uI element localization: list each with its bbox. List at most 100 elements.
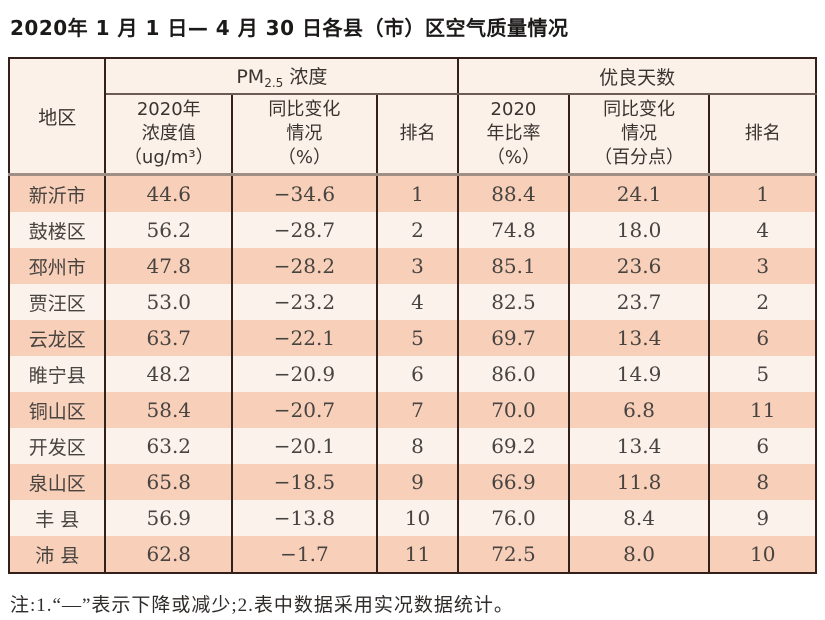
- pm-change-cell: −20.1: [231, 428, 378, 464]
- table-header: 地区 PM2.5 浓度 优良天数 2020年 浓度值 （ug/m³） 同比变化 …: [7, 58, 817, 176]
- good-change-cell: 23.6: [567, 248, 711, 284]
- header-region: 地区: [7, 58, 107, 176]
- region-cell: 睢宁县: [7, 356, 107, 392]
- pm-rank-cell: 8: [375, 428, 460, 464]
- table-row: 贾汪区 53.0 −23.2 4 82.5 23.7 2: [7, 284, 817, 320]
- table-row: 泉山区 65.8 −18.5 9 66.9 11.8 8: [7, 464, 817, 500]
- header-good-rate: 2020 年比率 （%）: [457, 94, 570, 176]
- good-rank-cell: 4: [708, 212, 817, 248]
- pm-rank-cell: 3: [375, 248, 460, 284]
- pm-change-cell: −1.7: [231, 536, 378, 573]
- good-rank-cell: 6: [708, 428, 817, 464]
- pm-rank-cell: 5: [375, 320, 460, 356]
- pm-rank-cell: 1: [375, 174, 460, 212]
- pm-value-cell: 44.6: [104, 174, 234, 212]
- pm-change-cell: −18.5: [231, 464, 378, 500]
- header-group-row: 地区 PM2.5 浓度 优良天数: [7, 58, 817, 176]
- pm-rank-cell: 6: [375, 356, 460, 392]
- good-rate-cell: 66.9: [457, 464, 570, 500]
- region-cell: 铜山区: [7, 392, 107, 428]
- pm-value-cell: 56.9: [104, 500, 234, 536]
- region-cell: 贾汪区: [7, 284, 107, 320]
- pm-change-cell: −23.2: [231, 284, 378, 320]
- footnote: 注:1.“—”表示下降或减少;2.表中数据采用实况数据统计。: [10, 595, 514, 616]
- pm-change-cell: −28.2: [231, 248, 378, 284]
- pm-change-cell: −20.9: [231, 356, 378, 392]
- region-cell: 丰 县: [7, 500, 107, 536]
- pm-value-cell: 63.7: [104, 320, 234, 356]
- pm-change-cell: −28.7: [231, 212, 378, 248]
- good-rank-cell: 11: [708, 392, 817, 428]
- pm-value-cell: 62.8: [104, 536, 234, 573]
- good-rank-cell: 3: [708, 248, 817, 284]
- good-rate-cell: 88.4: [457, 174, 570, 212]
- good-change-cell: 23.7: [567, 284, 711, 320]
- header-good-change: 同比变化 情况 （百分点）: [567, 94, 711, 176]
- pm-change-cell: −20.7: [231, 392, 378, 428]
- region-cell: 泉山区: [7, 464, 107, 500]
- table-row: 开发区 63.2 −20.1 8 69.2 13.4 6: [7, 428, 817, 464]
- good-change-cell: 13.4: [567, 428, 711, 464]
- region-cell: 鼓楼区: [7, 212, 107, 248]
- table-body: 新沂市 44.6 −34.6 1 88.4 24.1 1 鼓楼区 56.2 −2…: [7, 174, 817, 573]
- table-row: 邳州市 47.8 −28.2 3 85.1 23.6 3: [7, 248, 817, 284]
- good-change-cell: 24.1: [567, 174, 711, 212]
- pm-label-suffix: 浓度: [283, 66, 328, 88]
- pm-value-cell: 63.2: [104, 428, 234, 464]
- region-cell: 开发区: [7, 428, 107, 464]
- good-rate-cell: 74.8: [457, 212, 570, 248]
- header-good-days-group: 优良天数: [457, 58, 817, 95]
- region-cell: 新沂市: [7, 174, 107, 212]
- header-sub-row: 2020年 浓度值 （ug/m³） 同比变化 情况 （%） 排名 2020 年比…: [9, 94, 817, 176]
- pm-value-cell: 58.4: [104, 392, 234, 428]
- header-pm-change: 同比变化 情况 （%）: [231, 94, 378, 176]
- header-pm-value: 2020年 浓度值 （ug/m³）: [104, 94, 234, 176]
- table-row: 睢宁县 48.2 −20.9 6 86.0 14.9 5: [7, 356, 817, 392]
- pm-value-cell: 47.8: [104, 248, 234, 284]
- pm-rank-cell: 4: [375, 284, 460, 320]
- good-rate-cell: 82.5: [457, 284, 570, 320]
- pm-label-prefix: PM: [236, 66, 265, 88]
- header-pm-group: PM2.5 浓度: [104, 58, 460, 95]
- table-row: 丰 县 56.9 −13.8 10 76.0 8.4 9: [7, 500, 817, 536]
- header-good-rank: 排名: [708, 94, 817, 176]
- region-cell: 云龙区: [7, 320, 107, 356]
- good-rate-cell: 69.2: [457, 428, 570, 464]
- pm-change-cell: −13.8: [231, 500, 378, 536]
- pm-value-cell: 53.0: [104, 284, 234, 320]
- table-row: 新沂市 44.6 −34.6 1 88.4 24.1 1: [7, 174, 817, 212]
- good-rank-cell: 1: [708, 174, 817, 212]
- page-title: 2020年 1 月 1 日— 4 月 30 日各县（市）区空气质量情况: [10, 16, 569, 40]
- good-change-cell: 18.0: [567, 212, 711, 248]
- region-cell: 邳州市: [7, 248, 107, 284]
- good-rank-cell: 9: [708, 500, 817, 536]
- pm-change-cell: −34.6: [231, 174, 378, 212]
- pm-rank-cell: 11: [375, 536, 460, 573]
- header-pm-rank: 排名: [375, 94, 460, 176]
- good-change-cell: 8.4: [567, 500, 711, 536]
- good-rate-cell: 85.1: [457, 248, 570, 284]
- table-row: 铜山区 58.4 −20.7 7 70.0 6.8 11: [7, 392, 817, 428]
- good-rate-cell: 72.5: [457, 536, 570, 573]
- table-row: 云龙区 63.7 −22.1 5 69.7 13.4 6: [7, 320, 817, 356]
- table-row: 沛 县 62.8 −1.7 11 72.5 8.0 10: [7, 536, 817, 573]
- good-change-cell: 11.8: [567, 464, 711, 500]
- good-rate-cell: 86.0: [457, 356, 570, 392]
- good-rate-cell: 76.0: [457, 500, 570, 536]
- pm-label-subscript: 2.5: [264, 76, 284, 90]
- air-quality-table: 地区 PM2.5 浓度 优良天数 2020年 浓度值 （ug/m³） 同比变化 …: [7, 57, 817, 574]
- table-row: 鼓楼区 56.2 −28.7 2 74.8 18.0 4: [7, 212, 817, 248]
- pm-value-cell: 65.8: [104, 464, 234, 500]
- good-rank-cell: 5: [708, 356, 817, 392]
- good-rank-cell: 10: [708, 536, 817, 573]
- pm-rank-cell: 2: [375, 212, 460, 248]
- good-change-cell: 14.9: [567, 356, 711, 392]
- pm-rank-cell: 10: [375, 500, 460, 536]
- good-rate-cell: 69.7: [457, 320, 570, 356]
- good-change-cell: 8.0: [567, 536, 711, 573]
- pm-change-cell: −22.1: [231, 320, 378, 356]
- good-change-cell: 13.4: [567, 320, 711, 356]
- pm-value-cell: 56.2: [104, 212, 234, 248]
- good-rank-cell: 6: [708, 320, 817, 356]
